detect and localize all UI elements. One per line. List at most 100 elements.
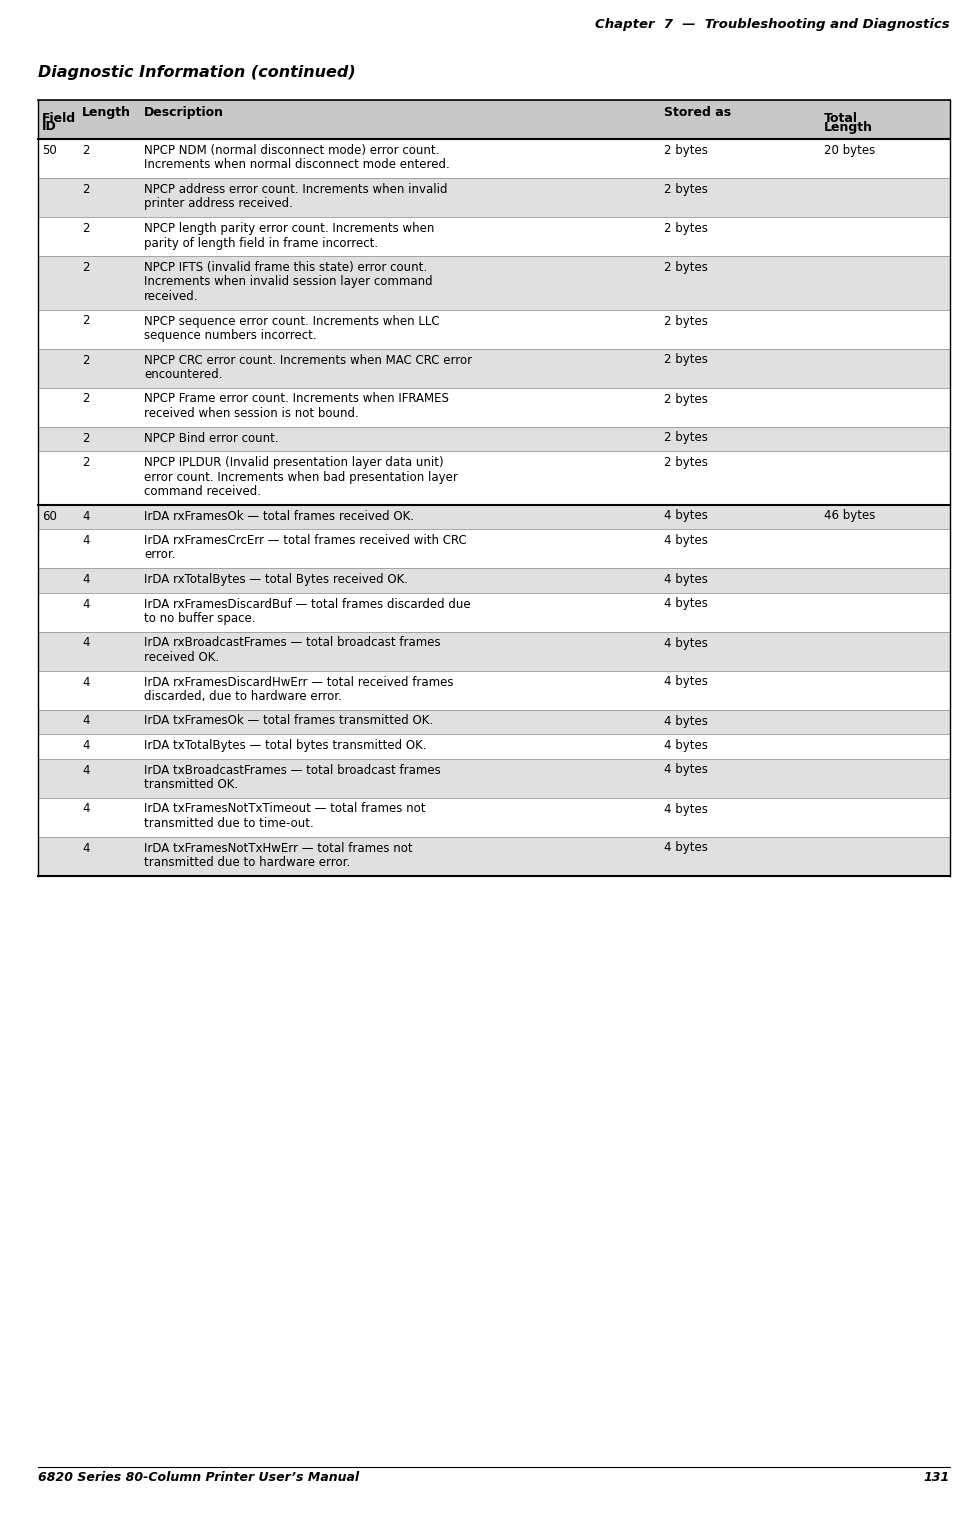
Text: 4: 4 bbox=[82, 573, 90, 586]
Text: NPCP CRC error count. Increments when MAC CRC error: NPCP CRC error count. Increments when MA… bbox=[144, 353, 472, 367]
Text: received.: received. bbox=[144, 289, 198, 303]
Text: 4: 4 bbox=[82, 803, 90, 815]
Text: 4: 4 bbox=[82, 597, 90, 611]
Text: Length: Length bbox=[824, 121, 873, 133]
Text: error.: error. bbox=[144, 548, 176, 562]
Text: IrDA txTotalBytes — total bytes transmitted OK.: IrDA txTotalBytes — total bytes transmit… bbox=[144, 739, 427, 751]
Bar bbox=[38, 709, 950, 733]
Text: 4 bytes: 4 bytes bbox=[664, 533, 708, 547]
Text: 4 bytes: 4 bytes bbox=[664, 764, 708, 777]
Text: 2: 2 bbox=[82, 261, 90, 274]
Text: 4 bytes: 4 bytes bbox=[664, 597, 708, 611]
Text: IrDA rxBroadcastFrames — total broadcast frames: IrDA rxBroadcastFrames — total broadcast… bbox=[144, 636, 440, 650]
Text: IrDA rxFramesCrcErr — total frames received with CRC: IrDA rxFramesCrcErr — total frames recei… bbox=[144, 533, 467, 547]
Text: sequence numbers incorrect.: sequence numbers incorrect. bbox=[144, 329, 316, 342]
Text: ID: ID bbox=[42, 121, 57, 133]
Text: 2 bytes: 2 bytes bbox=[664, 183, 708, 195]
Text: Diagnostic Information (continued): Diagnostic Information (continued) bbox=[38, 65, 355, 80]
Bar bbox=[38, 797, 950, 836]
Text: IrDA rxTotalBytes — total Bytes received OK.: IrDA rxTotalBytes — total Bytes received… bbox=[144, 573, 408, 586]
Text: 4 bytes: 4 bytes bbox=[664, 573, 708, 586]
Text: 2: 2 bbox=[82, 183, 90, 195]
Bar bbox=[38, 451, 950, 504]
Text: 2 bytes: 2 bytes bbox=[664, 353, 708, 367]
Text: 2: 2 bbox=[82, 353, 90, 367]
Text: NPCP sequence error count. Increments when LLC: NPCP sequence error count. Increments wh… bbox=[144, 315, 439, 327]
Text: received when session is not bound.: received when session is not bound. bbox=[144, 408, 359, 420]
Text: transmitted due to hardware error.: transmitted due to hardware error. bbox=[144, 856, 350, 870]
Text: discarded, due to hardware error.: discarded, due to hardware error. bbox=[144, 689, 342, 703]
Bar bbox=[38, 759, 950, 797]
Text: 20 bytes: 20 bytes bbox=[824, 144, 875, 158]
Bar bbox=[38, 733, 950, 759]
Bar bbox=[38, 568, 950, 592]
Text: 4 bytes: 4 bytes bbox=[664, 841, 708, 854]
Text: 2: 2 bbox=[82, 392, 90, 406]
Text: NPCP Frame error count. Increments when IFRAMES: NPCP Frame error count. Increments when … bbox=[144, 392, 449, 406]
Text: 50: 50 bbox=[42, 144, 57, 158]
Text: 6820 Series 80-Column Printer User’s Manual: 6820 Series 80-Column Printer User’s Man… bbox=[38, 1471, 359, 1485]
Text: NPCP length parity error count. Increments when: NPCP length parity error count. Incremen… bbox=[144, 223, 434, 235]
Text: Field: Field bbox=[42, 112, 76, 126]
Bar bbox=[38, 388, 950, 427]
Text: error count. Increments when bad presentation layer: error count. Increments when bad present… bbox=[144, 471, 458, 483]
Text: 4 bytes: 4 bytes bbox=[664, 803, 708, 815]
Text: 4: 4 bbox=[82, 739, 90, 751]
Bar bbox=[38, 592, 950, 632]
Text: 2 bytes: 2 bytes bbox=[664, 223, 708, 235]
Bar bbox=[38, 529, 950, 568]
Text: NPCP IFTS (invalid frame this state) error count.: NPCP IFTS (invalid frame this state) err… bbox=[144, 261, 427, 274]
Bar bbox=[38, 427, 950, 451]
Text: printer address received.: printer address received. bbox=[144, 197, 293, 211]
Text: IrDA rxFramesOk — total frames received OK.: IrDA rxFramesOk — total frames received … bbox=[144, 509, 414, 523]
Bar bbox=[38, 671, 950, 709]
Text: 2 bytes: 2 bytes bbox=[664, 456, 708, 470]
Bar bbox=[38, 100, 950, 139]
Text: 4: 4 bbox=[82, 764, 90, 777]
Text: 4: 4 bbox=[82, 715, 90, 727]
Text: NPCP NDM (normal disconnect mode) error count.: NPCP NDM (normal disconnect mode) error … bbox=[144, 144, 439, 158]
Bar bbox=[38, 632, 950, 671]
Text: IrDA txFramesOk — total frames transmitted OK.: IrDA txFramesOk — total frames transmitt… bbox=[144, 715, 433, 727]
Text: 2 bytes: 2 bytes bbox=[664, 392, 708, 406]
Text: 131: 131 bbox=[923, 1471, 950, 1485]
Text: 2: 2 bbox=[82, 223, 90, 235]
Text: 4: 4 bbox=[82, 841, 90, 854]
Text: Total: Total bbox=[824, 112, 858, 126]
Text: NPCP IPLDUR (Invalid presentation layer data unit): NPCP IPLDUR (Invalid presentation layer … bbox=[144, 456, 444, 470]
Text: parity of length field in frame incorrect.: parity of length field in frame incorrec… bbox=[144, 236, 378, 250]
Text: 2: 2 bbox=[82, 456, 90, 470]
Text: NPCP Bind error count.: NPCP Bind error count. bbox=[144, 432, 278, 444]
Text: 4: 4 bbox=[82, 676, 90, 688]
Bar bbox=[38, 504, 950, 529]
Text: IrDA txFramesNotTxTimeout — total frames not: IrDA txFramesNotTxTimeout — total frames… bbox=[144, 803, 426, 815]
Text: Description: Description bbox=[144, 106, 224, 118]
Text: IrDA rxFramesDiscardHwErr — total received frames: IrDA rxFramesDiscardHwErr — total receiv… bbox=[144, 676, 454, 688]
Text: 4 bytes: 4 bytes bbox=[664, 676, 708, 688]
Text: Length: Length bbox=[82, 106, 131, 118]
Text: 2 bytes: 2 bytes bbox=[664, 261, 708, 274]
Text: 4 bytes: 4 bytes bbox=[664, 509, 708, 523]
Text: IrDA txFramesNotTxHwErr — total frames not: IrDA txFramesNotTxHwErr — total frames n… bbox=[144, 841, 413, 854]
Text: command received.: command received. bbox=[144, 485, 261, 498]
Text: 2: 2 bbox=[82, 315, 90, 327]
Bar bbox=[38, 177, 950, 217]
Bar bbox=[38, 256, 950, 309]
Text: 2: 2 bbox=[82, 432, 90, 444]
Text: 4 bytes: 4 bytes bbox=[664, 739, 708, 751]
Text: 2: 2 bbox=[82, 144, 90, 158]
Text: 4: 4 bbox=[82, 533, 90, 547]
Bar bbox=[38, 309, 950, 348]
Text: Stored as: Stored as bbox=[664, 106, 731, 118]
Text: encountered.: encountered. bbox=[144, 368, 223, 380]
Text: IrDA txBroadcastFrames — total broadcast frames: IrDA txBroadcastFrames — total broadcast… bbox=[144, 764, 441, 777]
Text: 4: 4 bbox=[82, 509, 90, 523]
Text: 4 bytes: 4 bytes bbox=[664, 636, 708, 650]
Bar bbox=[38, 348, 950, 388]
Text: Increments when invalid session layer command: Increments when invalid session layer co… bbox=[144, 276, 432, 288]
Text: to no buffer space.: to no buffer space. bbox=[144, 612, 256, 626]
Bar bbox=[38, 836, 950, 876]
Text: Chapter  7  —  Troubleshooting and Diagnostics: Chapter 7 — Troubleshooting and Diagnost… bbox=[595, 18, 950, 30]
Text: 46 bytes: 46 bytes bbox=[824, 509, 875, 523]
Text: transmitted OK.: transmitted OK. bbox=[144, 779, 238, 791]
